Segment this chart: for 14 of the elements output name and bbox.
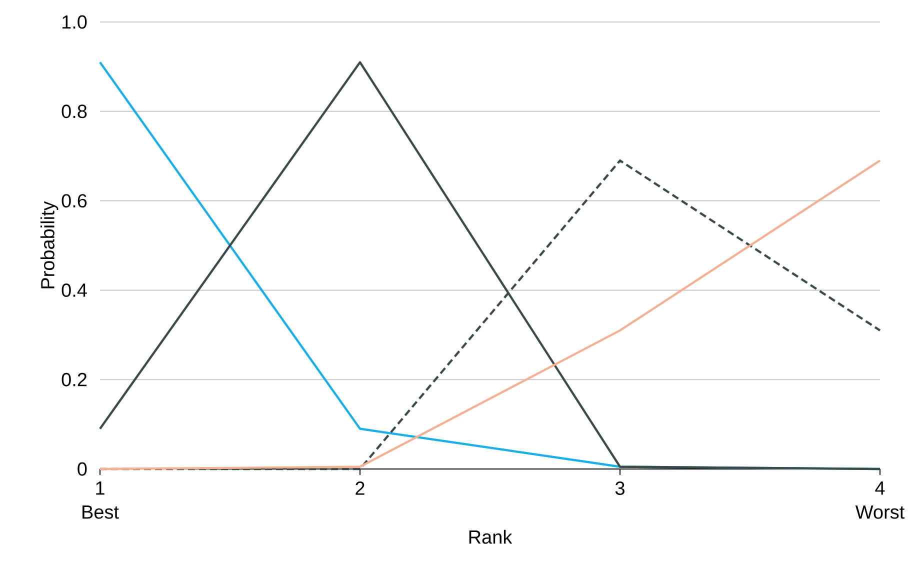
y-tick-label: 0.8	[62, 104, 87, 118]
y-tick-label: 0.6	[62, 194, 87, 208]
x-tick-label: 3	[615, 482, 624, 495]
x-tick-label: 4	[875, 482, 885, 495]
y-tick-label: 0	[78, 462, 87, 476]
y-tick-label: 0.2	[62, 372, 87, 386]
x-axis-title: Rank	[469, 530, 512, 544]
y-tick-label: 0.4	[62, 283, 87, 297]
x-tick-label: 2	[356, 482, 364, 495]
x-tick-label: 1	[96, 482, 104, 495]
text: Worst	[855, 506, 905, 519]
y-axis-title: Probability	[40, 201, 58, 288]
y-tick-label: 1.0	[62, 15, 87, 29]
text: Best	[82, 506, 119, 519]
